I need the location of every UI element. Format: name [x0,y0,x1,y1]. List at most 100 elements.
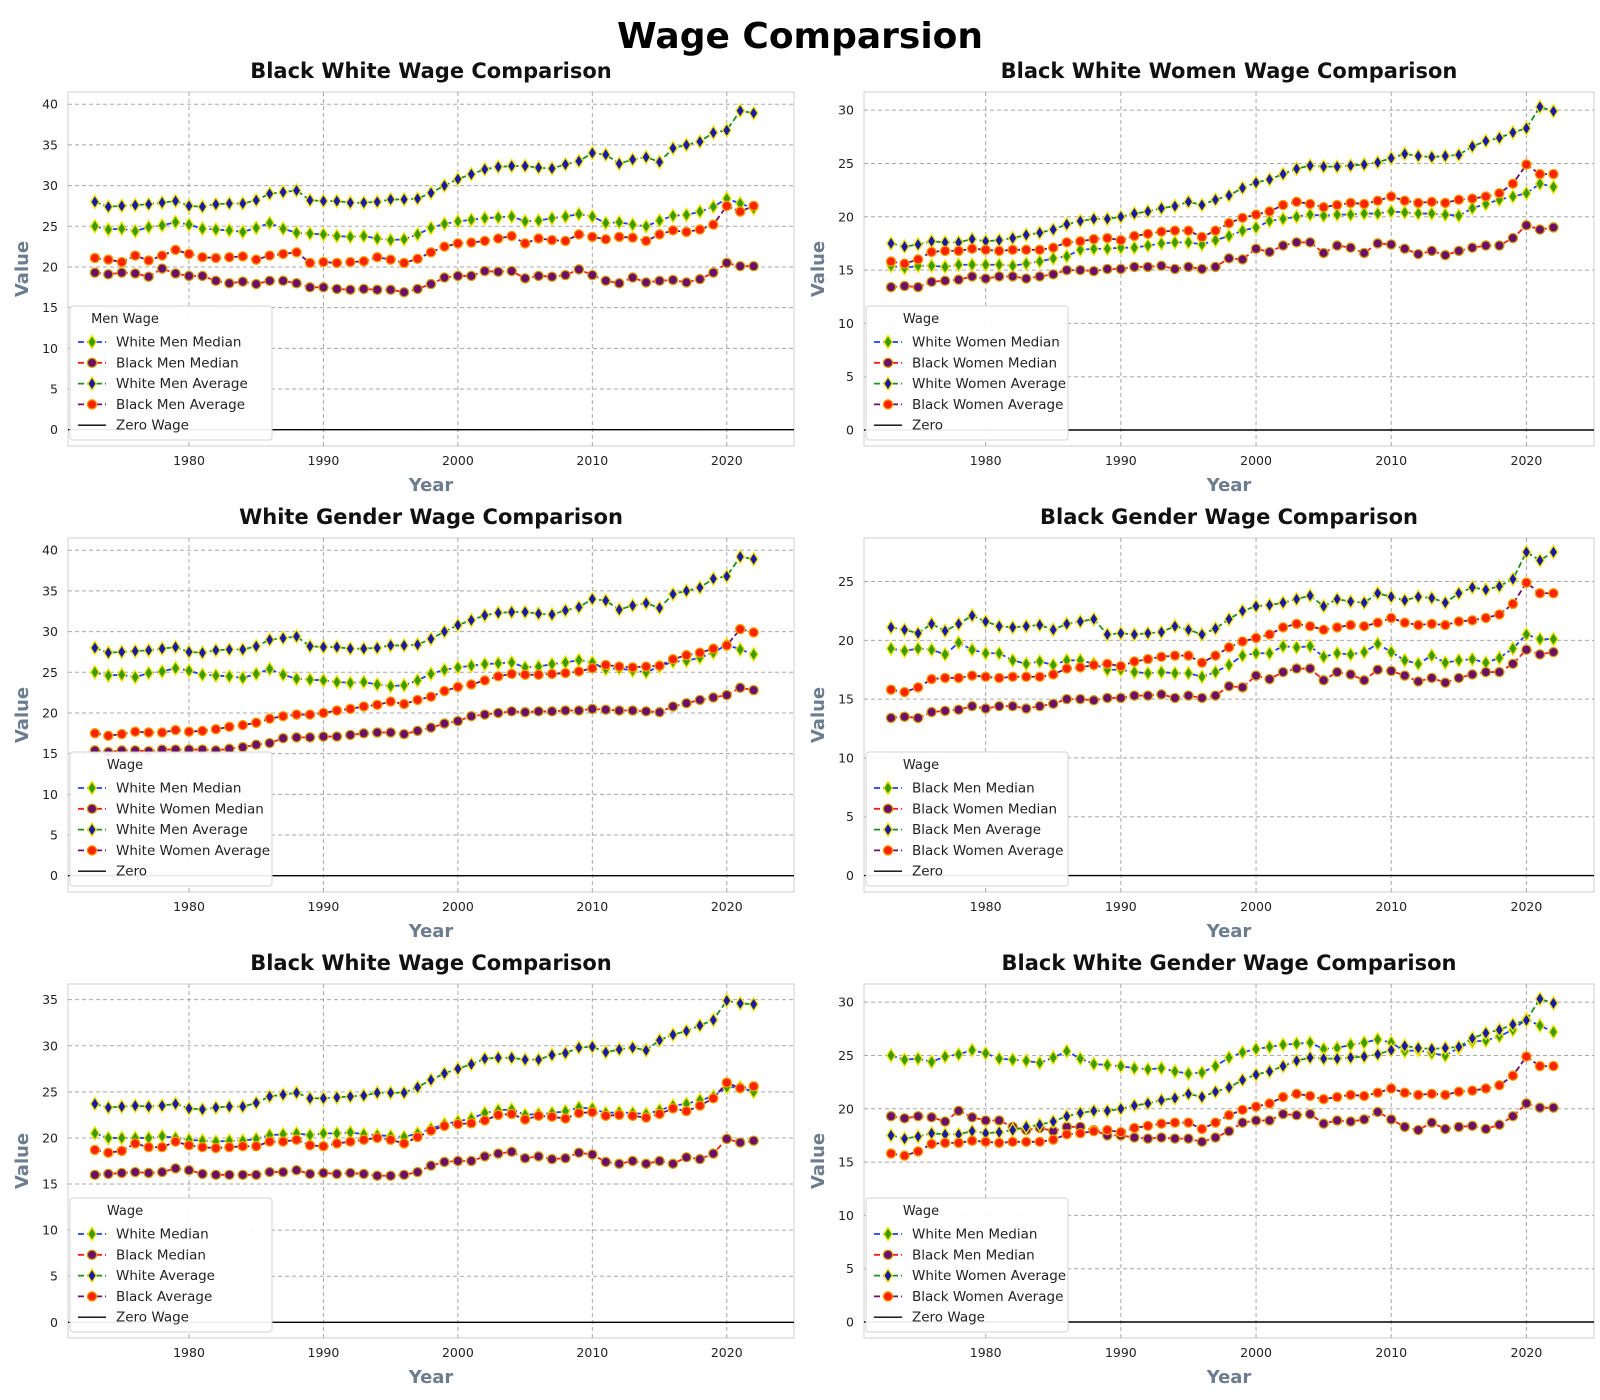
data-point [345,729,356,741]
data-point [116,1145,128,1157]
data-point [1467,1120,1478,1132]
data-point [1291,1109,1302,1121]
data-point [1129,261,1140,273]
data-point [358,728,370,739]
data-point [1305,206,1316,223]
data-point [613,705,625,716]
data-point [170,214,181,231]
data-point [1548,995,1559,1012]
data-point [627,272,638,283]
data-point [1183,1065,1194,1082]
data-point [358,1134,370,1146]
data-point [116,666,127,683]
data-point [1413,1124,1424,1136]
data-point [466,657,477,674]
data-point [331,228,342,244]
data-point [654,154,665,170]
data-point [1169,225,1181,236]
data-point [708,692,719,703]
data-point [694,273,706,285]
data-point [600,234,612,245]
data-point [519,669,531,680]
data-point [1156,260,1167,272]
data-point [1088,1056,1099,1072]
data-point [479,161,490,178]
data-point [1210,1058,1221,1074]
data-point [533,1110,544,1122]
data-point [1521,1051,1532,1062]
series-group [864,544,1594,877]
data-point [1021,227,1032,243]
data-point [939,1137,951,1149]
data-point [210,1142,222,1154]
data-point [1156,1118,1167,1129]
x-tick-label: 1980 [173,899,205,914]
data-point [1291,663,1302,674]
data-point [1142,665,1153,682]
data-point [452,238,464,249]
data-point [748,105,759,121]
x-tick-label: 2020 [711,899,743,914]
data-point [600,215,611,231]
data-point [668,1026,678,1043]
data-point [940,1048,951,1065]
data-point [1115,1100,1126,1117]
data-point [668,140,678,156]
data-point [1048,669,1059,680]
data-point [980,703,991,714]
x-tick-label: 2010 [576,453,608,468]
data-point [641,218,652,235]
data-point [183,1164,195,1176]
data-point [1075,236,1086,247]
data-point [614,155,625,172]
data-point [1494,240,1505,251]
data-point [1169,234,1180,251]
x-tick-label: 2010 [1375,453,1407,468]
data-point [103,254,114,265]
data-point [237,741,249,753]
data-point [331,1089,342,1106]
y-tick-label: 0 [50,868,58,883]
y-tick-label: 30 [42,1038,58,1053]
data-point [1332,158,1343,175]
data-point [304,1168,316,1180]
data-point [1183,650,1194,661]
data-point [519,1114,531,1125]
data-point [1385,612,1397,624]
data-point [331,257,343,269]
data-point [1115,660,1127,672]
data-point [1250,243,1262,254]
data-point [264,737,275,749]
data-point [694,1153,706,1165]
data-point [734,623,746,635]
data-point [1210,1117,1221,1128]
legend-label: Black Men Average [116,397,245,413]
data-point [913,625,924,642]
data-point [1210,690,1221,701]
data-point [560,705,571,716]
data-point [305,638,315,655]
data-point [1223,642,1235,653]
data-point [1075,613,1086,630]
data-point [533,1051,544,1068]
x-tick-label: 2000 [442,1345,474,1360]
data-point [546,271,558,282]
legend-marker [86,845,98,856]
data-point [980,1136,991,1148]
legend-item-black-median: Black Median [78,1247,206,1263]
data-point [1034,671,1045,683]
data-point [371,1170,383,1181]
data-point [953,634,964,651]
series-black-women-median [885,220,1559,293]
data-point [291,1084,302,1101]
series-white-average [89,992,759,1118]
chart-black-white-men-wage: Black White Wage Comparison 0 5 10 15 20 25 30 3… [12,59,795,496]
data-point [89,1169,101,1181]
data-point [912,1146,924,1157]
data-point [1129,664,1140,680]
data-point [412,253,423,265]
data-point [1291,591,1302,607]
data-point [506,230,517,242]
data-point [1251,645,1262,662]
chart-black-white-overall-wage: Black White Wage Comparison 0 5 10 15 20 25 30 3… [12,951,795,1388]
